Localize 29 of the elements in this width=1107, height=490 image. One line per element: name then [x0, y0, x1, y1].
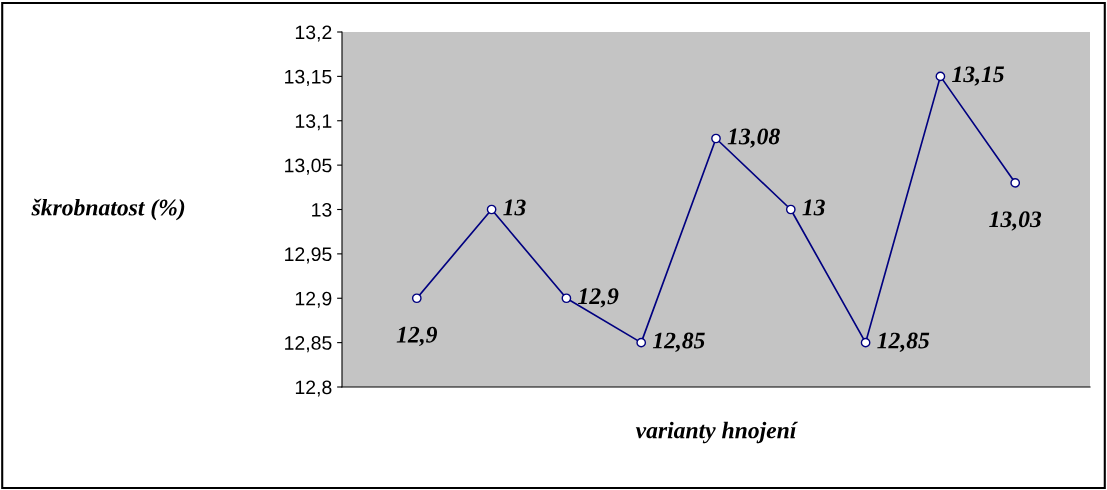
- point: [711, 133, 721, 144]
- point: [561, 293, 572, 304]
- point: [935, 71, 946, 82]
- y-tick-label: 13,05: [285, 158, 332, 175]
- point: [411, 293, 422, 304]
- point: [636, 337, 647, 348]
- data-label: 12,85: [652, 332, 705, 352]
- data-label: 13: [503, 199, 526, 216]
- point: [860, 337, 871, 348]
- y-tick-label: 12,9: [295, 291, 332, 308]
- data-label: 13,03: [989, 211, 1042, 231]
- point: [785, 204, 796, 215]
- point: [486, 204, 497, 215]
- data-label: 13: [802, 199, 825, 216]
- y-tick-label: 12,85: [285, 336, 332, 353]
- point: [1010, 178, 1021, 188]
- data-label: 12,85: [877, 332, 930, 352]
- data-label: 13,15: [952, 66, 1005, 86]
- y-tick-label: 12,95: [285, 247, 332, 264]
- data-label: 13,08: [727, 128, 780, 148]
- y-axis-title: škrobnatost (%): [31, 198, 185, 221]
- x-axis-title: varianty hnojení: [635, 421, 798, 444]
- data-label: 12,9: [396, 326, 438, 347]
- y-tick-label: 12,8: [295, 380, 332, 397]
- data-label: 12,9: [578, 288, 619, 308]
- y-tick-label: 13,2: [295, 25, 332, 42]
- y-tick-label: 13,15: [285, 69, 332, 86]
- y-tick-label: 13: [312, 202, 332, 217]
- y-tick-label: 13,1: [295, 114, 332, 131]
